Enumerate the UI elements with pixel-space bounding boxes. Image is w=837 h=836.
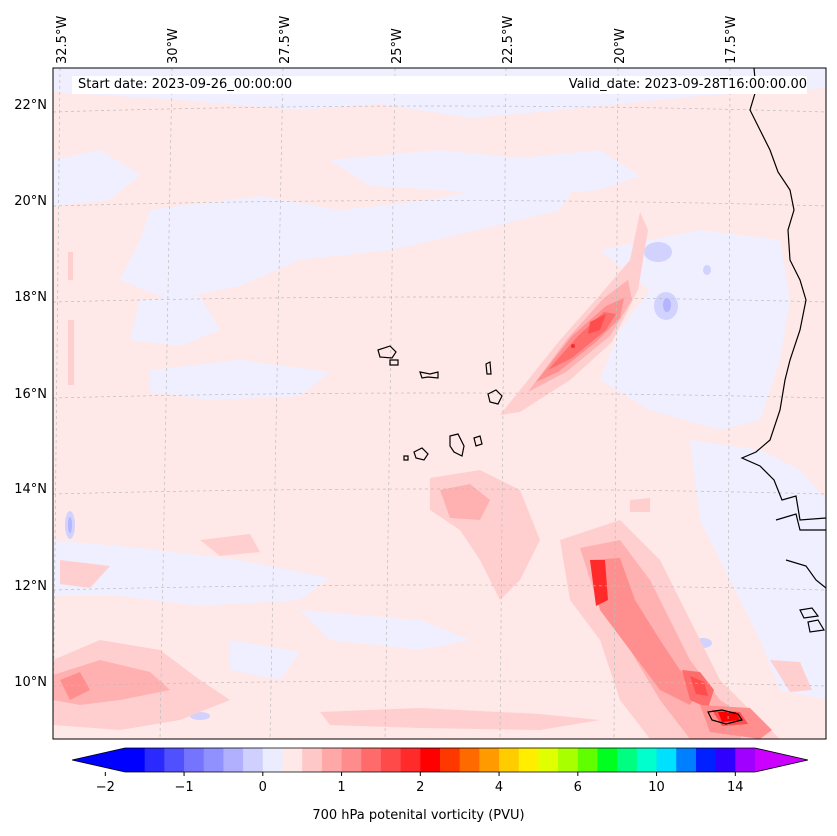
- colorbar-swatch: [715, 748, 736, 772]
- colorbar-swatch: [380, 748, 402, 772]
- colorbar-swatch: [636, 748, 658, 772]
- colorbar-swatch: [262, 748, 283, 772]
- start-date-label: Start date: 2023-09-26_00:00:00: [72, 76, 318, 94]
- valid-date-text: Valid_date: 2023-09-28T16:00:00.00: [568, 77, 807, 92]
- colorbar-title: 700 hPa potenital vorticity (PVU): [312, 808, 525, 823]
- colorbar-swatch: [302, 748, 323, 772]
- colorbar-swatch: [400, 748, 421, 772]
- colorbar-swatch: [361, 748, 382, 772]
- colorbar-extend-high: [755, 748, 808, 772]
- colorbar-swatch: [538, 748, 559, 772]
- colorbar-tick-label: −1: [174, 780, 194, 795]
- colorbar-swatch: [164, 748, 185, 772]
- colorbar-swatch: [440, 748, 461, 772]
- colorbar-swatch: [459, 748, 480, 772]
- colorbar-tick-label: 6: [573, 780, 582, 795]
- longitude-label: 17.5°W: [724, 15, 739, 64]
- colorbar-swatch: [479, 748, 500, 772]
- longitude-label: 27.5°W: [278, 15, 293, 64]
- colorbar: [71, 747, 809, 776]
- colorbar-swatch: [656, 748, 677, 772]
- colorbar-swatch: [125, 748, 146, 772]
- colorbar-swatch: [558, 748, 579, 772]
- colorbar-swatch: [282, 748, 303, 772]
- colorbar-swatch: [243, 748, 264, 772]
- colorbar-outline: [71, 747, 809, 773]
- colorbar-swatch: [223, 748, 244, 772]
- latitude-label: 18°N: [14, 290, 47, 305]
- longitude-label: 25°W: [390, 28, 405, 64]
- colorbar-swatch: [617, 748, 638, 772]
- longitude-label: 32.5°W: [55, 15, 70, 64]
- latitude-label: 16°N: [14, 387, 47, 402]
- colorbar-swatch: [577, 748, 598, 772]
- colorbar-swatch: [321, 748, 343, 772]
- colorbar-swatch: [341, 748, 362, 772]
- latitude-label: 10°N: [14, 675, 47, 690]
- colorbar-tick-label: 1: [337, 780, 346, 795]
- colorbar-tick-label: 14: [727, 780, 744, 795]
- map-panel: [53, 68, 826, 739]
- coastlines: [377, 68, 826, 725]
- longitude-label: 20°W: [613, 28, 628, 64]
- longitude-label: 30°W: [166, 28, 181, 64]
- colorbar-swatch: [518, 748, 539, 772]
- negative-pv-field: [53, 68, 826, 700]
- colorbar-swatch: [735, 748, 756, 772]
- latitude-label: 20°N: [14, 194, 47, 209]
- colorbar-tick-label: 2: [416, 780, 425, 795]
- map-frame: [52, 67, 827, 740]
- longitude-label: 22.5°W: [501, 15, 516, 64]
- graticule: [53, 68, 826, 739]
- colorbar-extend-low: [72, 748, 125, 772]
- colorbar-swatch: [420, 748, 441, 772]
- colorbar-swatch: [499, 748, 520, 772]
- colorbar-swatch: [676, 748, 697, 772]
- colorbar-swatch: [184, 748, 205, 772]
- colorbar-swatch: [597, 748, 618, 772]
- colorbar-tick-label: 0: [258, 780, 267, 795]
- latitude-label: 14°N: [14, 482, 47, 497]
- valid-date-label: Valid_date: 2023-09-28T16:00:00.00: [312, 76, 807, 94]
- colorbar-tick-label: 4: [494, 780, 504, 795]
- colorbar-swatch: [144, 748, 165, 772]
- colorbar-swatch: [203, 748, 224, 772]
- colorbar-tick-label: 10: [648, 780, 665, 795]
- colorbar-tick-label: −2: [95, 780, 115, 795]
- latitude-label: 22°N: [14, 98, 47, 113]
- colorbar-swatch: [695, 748, 717, 772]
- latitude-label: 12°N: [14, 579, 47, 594]
